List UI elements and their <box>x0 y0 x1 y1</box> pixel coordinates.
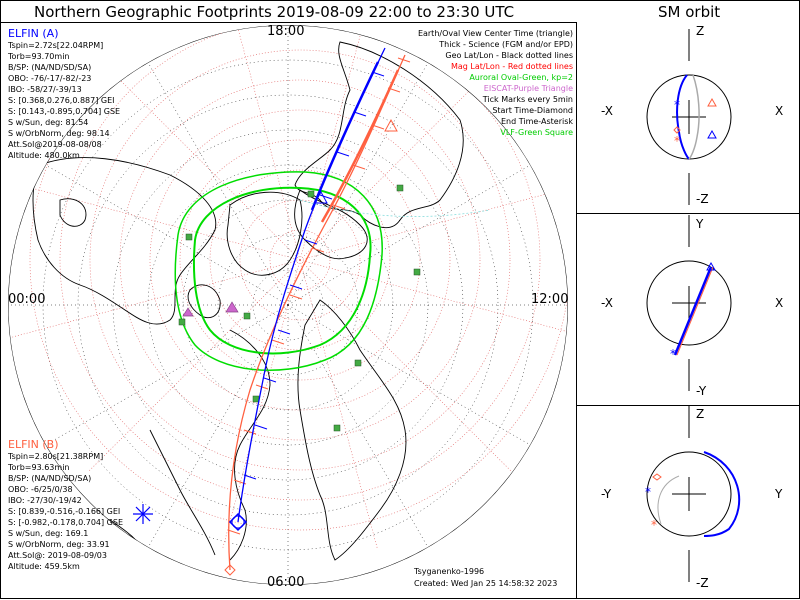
panel1-top-label: Z <box>696 24 705 38</box>
elfin-a-line: OBO: -76/-17/-82/-23 <box>8 74 92 83</box>
elfin-b-line: B/SP: (NA/ND/SD/SA) <box>8 474 92 483</box>
elfin-b-line: S w/OrbNorm, deg: 33.91 <box>8 540 110 549</box>
panel1-bottom-label: -Z <box>696 192 709 206</box>
legend-item: Start Time-Diamond <box>492 106 573 115</box>
legend-item: Thick - Science (FGM and/or EPD) <box>439 40 573 49</box>
elfin-a-line: S: [0.368,0.276,0.887] GEI <box>8 96 115 105</box>
elfin-a-lines: Tspin=2.72s[22.04RPM] Torb=93.70min B/SP: … <box>8 40 120 161</box>
credit: Tsyganenko-1996 <box>414 567 485 576</box>
legend-item: EISCAT-Purple Triangle <box>483 84 573 93</box>
legend-item: VLF-Green Square <box>500 128 573 137</box>
elfin-b-line: Att.Sol@: 2019-08-09/03 <box>8 551 107 560</box>
sm-panel-2: * <box>646 215 732 391</box>
elfin-a-track <box>133 47 386 532</box>
elfin-a-line: Tspin=2.72s[22.04RPM] <box>8 41 104 50</box>
created-time: Created: Wed Jan 25 14:58:32 2023 <box>414 579 558 588</box>
panel3-right-label: Y <box>775 487 783 501</box>
elfin-b-track <box>224 54 411 576</box>
elfin-a-name: ELFIN (A) <box>8 27 59 40</box>
panel2-top-label: Y <box>696 217 704 231</box>
legend-item: Geo Lat/Lon - Black dotted lines <box>445 51 573 60</box>
mag-grid <box>10 25 568 550</box>
clock-bottom: 06:00 <box>267 575 305 590</box>
svg-text:*: * <box>645 485 651 499</box>
elfin-b-line: Tspin=2.80s[21.38RPM] <box>8 452 104 461</box>
elfin-a-line: S: [0.143,-0.895,0.704] GSE <box>8 107 121 116</box>
end-asterisk <box>133 504 153 524</box>
clock-top: 18:00 <box>267 24 305 39</box>
elfin-a-line: Att.Sol@2019-08-08/08 <box>8 140 102 149</box>
polar-map <box>8 25 568 585</box>
panel3-bottom-label: -Z <box>696 576 709 590</box>
panel1-right-label: X <box>775 104 784 118</box>
elfin-b-line: Altitude: 459.5km <box>8 562 80 571</box>
panel2-bottom-label: -Y <box>696 384 707 398</box>
elfin-b-name: ELFIN (B) <box>8 438 59 451</box>
panel2-left-label: -X <box>601 296 613 310</box>
panel3-left-label: -Y <box>601 487 612 501</box>
svg-text:*: * <box>651 518 657 532</box>
elfin-a-line: Altitude: 480.0km <box>8 151 80 160</box>
mag-meridian-line <box>299 199 491 217</box>
sm-panel-3: * * <box>645 406 741 582</box>
coastlines <box>32 41 464 561</box>
sm-panel-1: * * <box>646 29 732 205</box>
elfin-a-info: ELFIN (A) Tspin=2.72s[22.04RPM] Torb=93.7… <box>8 27 120 161</box>
elfin-a-line: Torb=93.70min <box>8 52 70 61</box>
elfin-b-line: Torb=93.63min <box>8 463 70 472</box>
legend-item: Mag Lat/Lon - Red dotted lines <box>450 62 573 71</box>
elfin-a-line: B/SP: (NA/ND/SD/SA) <box>8 63 92 72</box>
elfin-b-line: S: [0.839,-0.516,-0.166] GEI <box>8 507 121 516</box>
legend: Earth/Oval View Center Time (triangle) Th… <box>418 28 573 138</box>
legend-item: Auroral Oval-Green, kp=2 <box>469 73 573 82</box>
elfin-a-line: IBO: -58/27/-39/13 <box>8 85 82 94</box>
panel3-top-label: Z <box>696 407 705 421</box>
panel1-left-label: -X <box>601 104 613 118</box>
elfin-b-line: S w/Sun, deg: 169.1 <box>8 529 89 538</box>
elfin-a-line: S w/Sun, deg: 81.54 <box>8 118 89 127</box>
eiscat-triangles <box>182 301 239 317</box>
panel2-right-label: X <box>775 296 784 310</box>
svg-text:*: * <box>674 134 680 148</box>
svg-text:*: * <box>674 98 680 112</box>
legend-item: Earth/Oval View Center Time (triangle) <box>417 29 573 38</box>
sm-orbit-title: SM orbit <box>658 3 721 21</box>
elfin-b-line: IBO: -27/30/-19/42 <box>8 496 82 505</box>
legend-item: Tick Marks every 5min <box>482 95 573 104</box>
clock-left: 00:00 <box>8 292 46 307</box>
clock-right: 12:00 <box>531 292 569 307</box>
page-title: Northern Geographic Footprints 2019-08-0… <box>34 3 515 21</box>
elfin-b-line: OBO: -6/25/0/38 <box>8 485 73 494</box>
geo-grid <box>8 25 568 585</box>
elfin-b-info: ELFIN (B) Tspin=2.80s[21.38RPM] Torb=93.6… <box>8 438 123 572</box>
elfin-b-lines: Tspin=2.80s[21.38RPM] Torb=93.63min B/SP: … <box>8 451 123 572</box>
legend-item: End Time-Asterisk <box>500 117 573 126</box>
elfin-b-line: S: [-0.982,-0.178,0.704] GSE <box>8 518 123 527</box>
auroral-oval <box>174 171 383 372</box>
elfin-a-line: S w/OrbNorm, deg: 98.14 <box>8 129 110 138</box>
svg-text:*: * <box>670 347 676 361</box>
vlf-stations <box>178 184 421 432</box>
